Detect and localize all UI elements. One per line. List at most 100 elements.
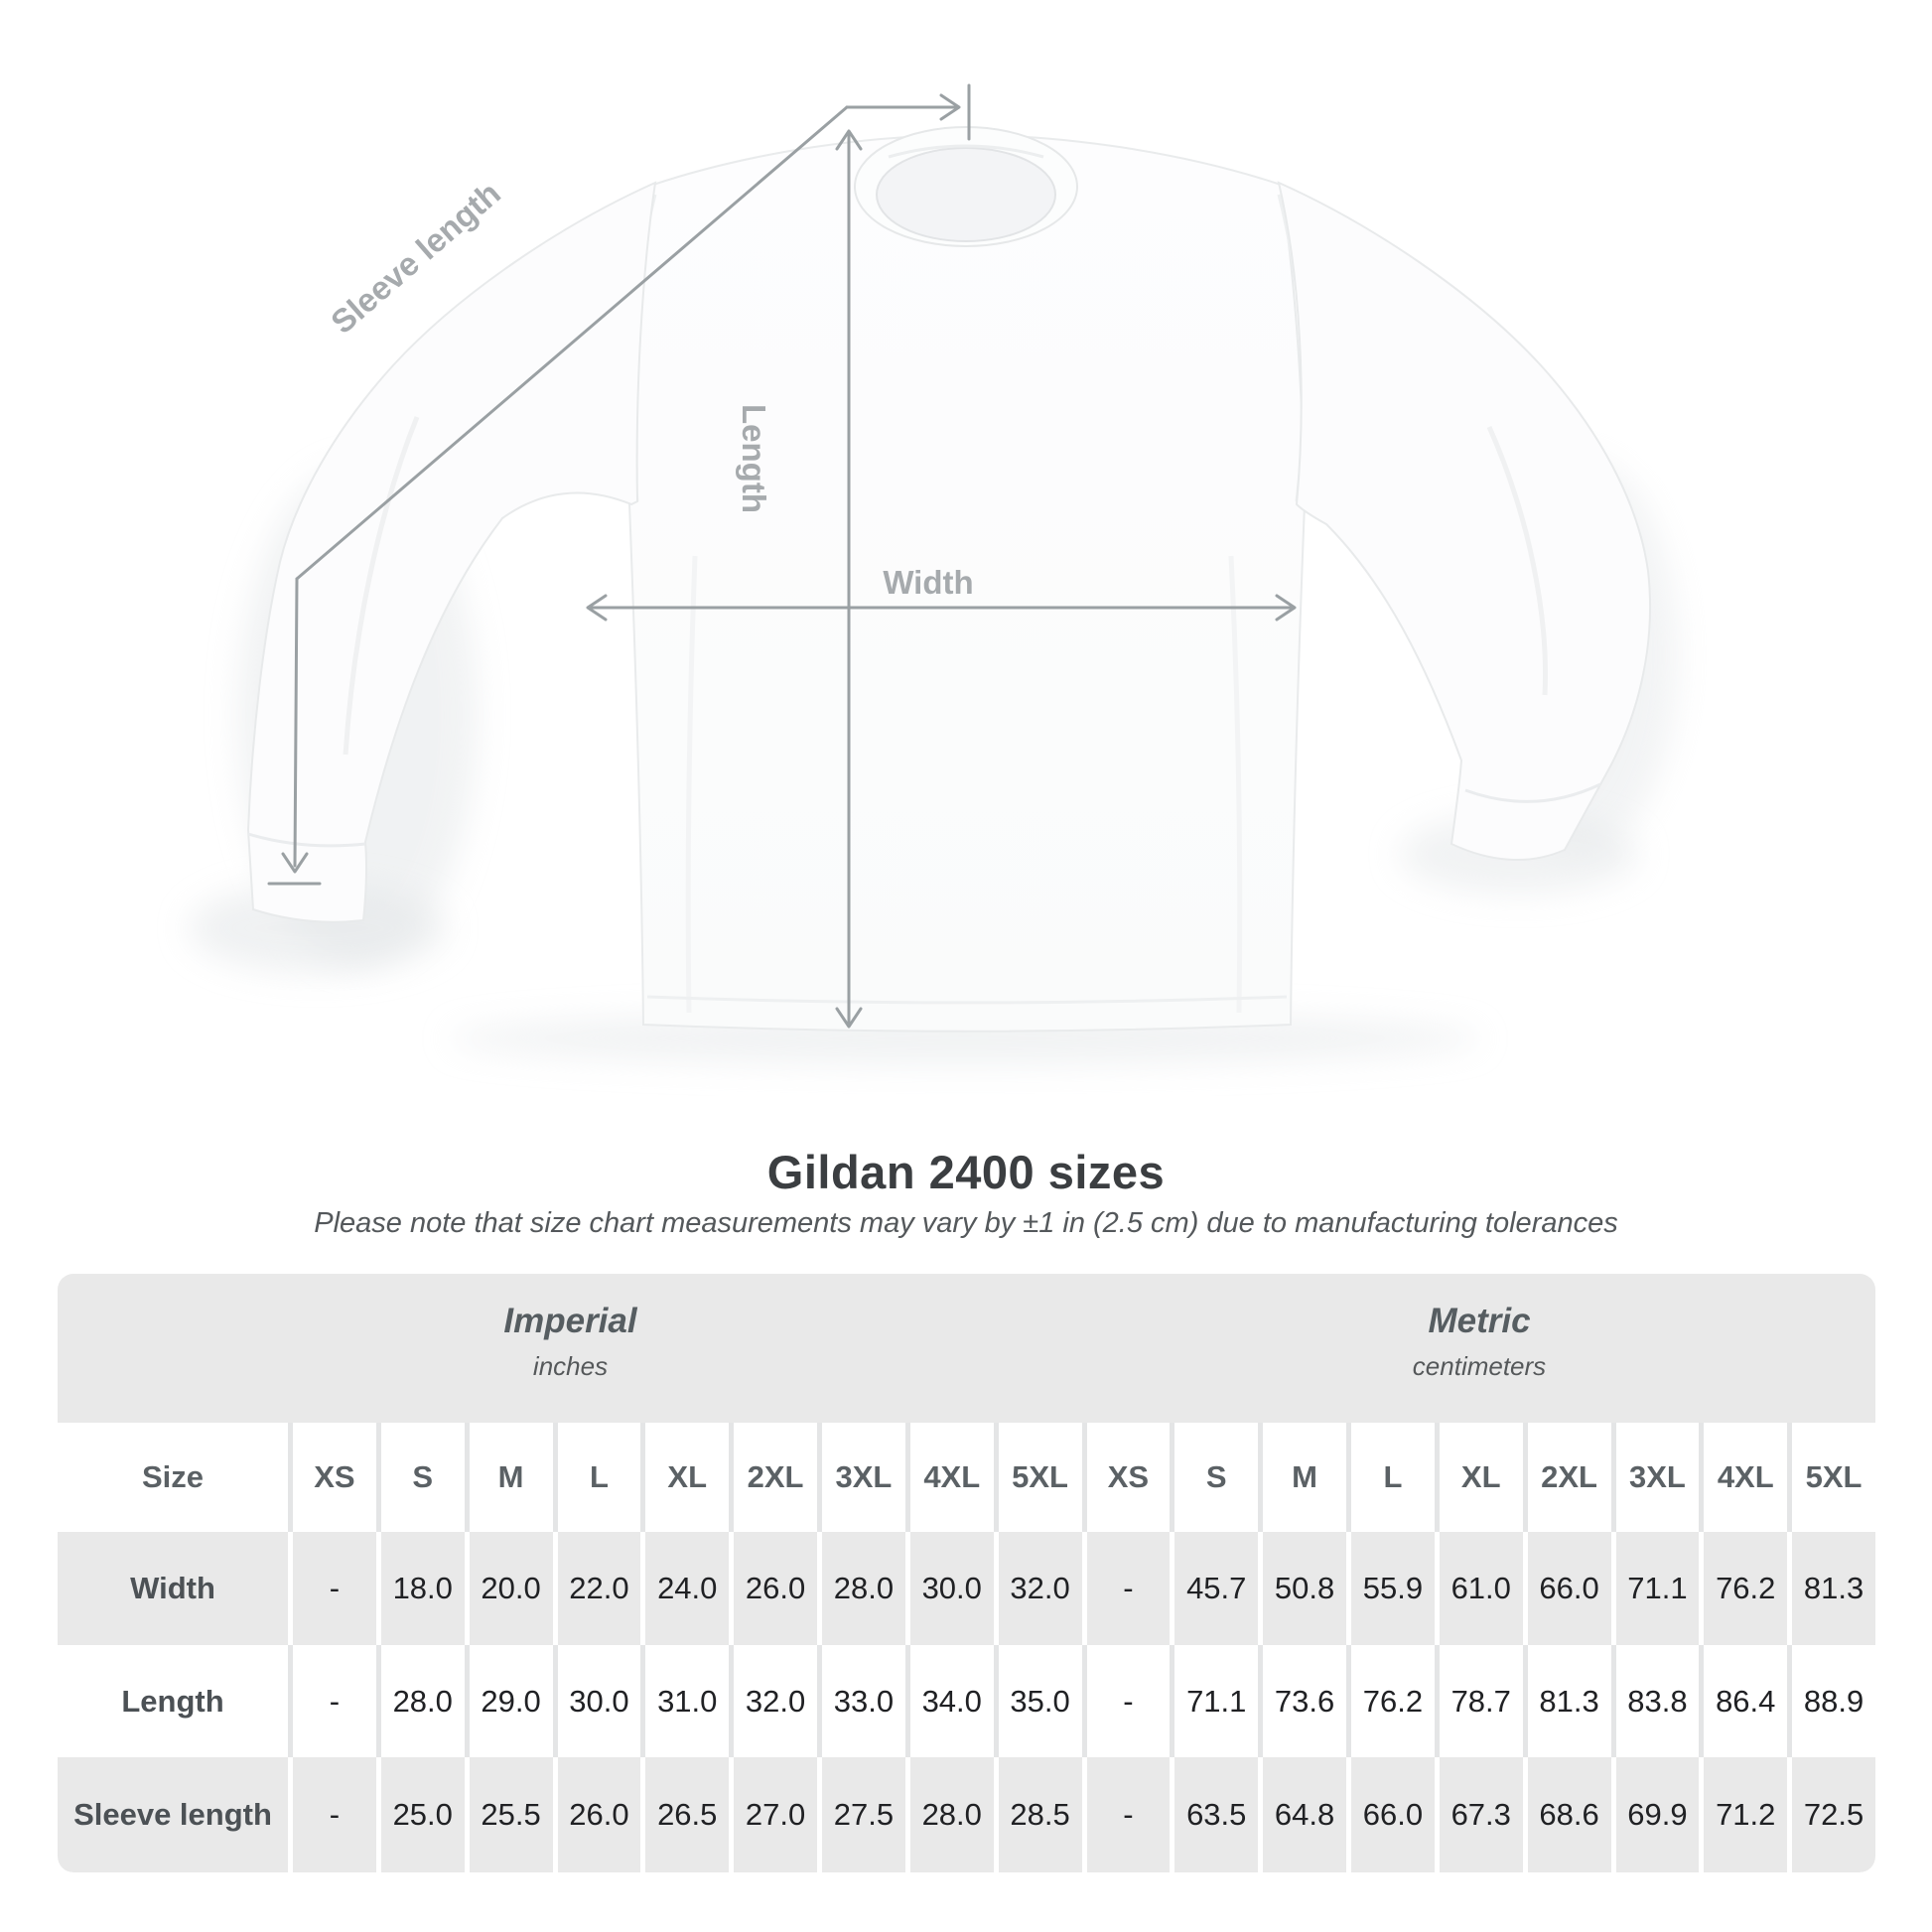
table-cell: 66.0 [1351, 1757, 1435, 1872]
shirt-body [627, 133, 1307, 1033]
table-cell: 71.1 [1174, 1645, 1259, 1757]
tolerance-note: Please note that size chart measurements… [314, 1207, 1618, 1239]
shirt-collar [854, 126, 1078, 247]
table-cell: 28.5 [998, 1757, 1082, 1872]
table-cell: - [1086, 1532, 1171, 1645]
dimension-lines [267, 83, 1297, 1029]
table-cell: 81.3 [1527, 1645, 1611, 1757]
table-header-row: Size XS S M L XL 2XL 3XL 4XL 5XL XS S M … [58, 1423, 1875, 1532]
metric-label: Metric [1428, 1302, 1531, 1340]
length-dimension [835, 129, 863, 1029]
table-cell: 30.0 [909, 1532, 994, 1645]
size-col-header: 3XL [1615, 1423, 1700, 1532]
shirt-fold-lines [646, 555, 1288, 1014]
table-cell: 86.4 [1704, 1645, 1788, 1757]
table-cell: 88.9 [1792, 1645, 1875, 1757]
table-cell: 27.0 [734, 1757, 817, 1872]
size-col-header: L [557, 1423, 641, 1532]
table-cell: 29.0 [469, 1645, 553, 1757]
size-col-header: 4XL [909, 1423, 994, 1532]
size-header-cell: Size [58, 1423, 288, 1532]
imperial-unit-label: inches [532, 1351, 609, 1381]
table-cell: - [1086, 1645, 1171, 1757]
width-dimension [586, 594, 1297, 621]
size-col-header: XL [645, 1423, 730, 1532]
size-col-header: 5XL [1792, 1423, 1875, 1532]
table-cell: 32.0 [734, 1645, 817, 1757]
metric-unit-group: Metric centimeters [1083, 1274, 1875, 1382]
row-label-sleeve-length: Sleeve length [58, 1757, 288, 1872]
table-cell: 67.3 [1439, 1757, 1523, 1872]
length-dimension-label: Length [736, 404, 772, 513]
shirt-measurement-diagram: Sleeve length Length Width [189, 83, 1678, 1064]
table-cell: 24.0 [645, 1532, 730, 1645]
table-row-width: Width - 18.0 20.0 22.0 24.0 26.0 28.0 30… [58, 1532, 1875, 1645]
table-cell: 32.0 [998, 1532, 1082, 1645]
table-cell: 26.0 [734, 1532, 817, 1645]
table-row-sleeve-length: Sleeve length - 25.0 25.5 26.0 26.5 27.0… [58, 1757, 1875, 1872]
table-cell: 26.5 [645, 1757, 730, 1872]
table-cell: 30.0 [557, 1645, 641, 1757]
table-cell: 81.3 [1792, 1532, 1875, 1645]
imperial-unit-group: Imperial inches [58, 1274, 1083, 1382]
table-cell: 25.0 [380, 1757, 465, 1872]
table-cell: 68.6 [1527, 1757, 1611, 1872]
page-title: Gildan 2400 sizes [766, 1146, 1166, 1198]
table-cell: 76.2 [1704, 1532, 1788, 1645]
table-cell: 35.0 [998, 1645, 1082, 1757]
table-cell: 45.7 [1174, 1532, 1259, 1645]
size-col-header: 5XL [998, 1423, 1082, 1532]
table-cell: 66.0 [1527, 1532, 1611, 1645]
size-col-header: S [380, 1423, 465, 1532]
table-cell: 28.0 [822, 1532, 905, 1645]
metric-unit-label: centimeters [1412, 1351, 1547, 1381]
size-col-header: M [469, 1423, 553, 1532]
table-cell: 20.0 [469, 1532, 553, 1645]
table-cell: 71.1 [1615, 1532, 1700, 1645]
size-col-header: M [1263, 1423, 1346, 1532]
table-cell: 25.5 [469, 1757, 553, 1872]
table-cell: 71.2 [1704, 1757, 1788, 1872]
table-cell: 26.0 [557, 1757, 641, 1872]
table-cell: - [1086, 1757, 1171, 1872]
sleeve-length-dimension [267, 83, 971, 886]
table-cell: 22.0 [557, 1532, 641, 1645]
table-cell: 55.9 [1351, 1532, 1435, 1645]
imperial-label: Imperial [503, 1302, 637, 1340]
table-cell: 50.8 [1263, 1532, 1346, 1645]
table-cell: - [293, 1645, 376, 1757]
size-col-header: L [1351, 1423, 1435, 1532]
width-dimension-label: Width [883, 564, 973, 601]
size-col-header: XL [1439, 1423, 1523, 1532]
size-col-header: 4XL [1704, 1423, 1788, 1532]
size-table: Imperial inches Metric centimeters Size … [58, 1274, 1875, 1872]
table-cell: 18.0 [380, 1532, 465, 1645]
table-cell: 31.0 [645, 1645, 730, 1757]
right-sleeve [1277, 181, 1651, 862]
table-cell: 28.0 [909, 1757, 994, 1872]
table-row-length: Length - 28.0 29.0 30.0 31.0 32.0 33.0 3… [58, 1645, 1875, 1757]
table-cell: 63.5 [1174, 1757, 1259, 1872]
table-cell: 69.9 [1615, 1757, 1700, 1872]
table-cell: 34.0 [909, 1645, 994, 1757]
table-cell: 33.0 [822, 1645, 905, 1757]
table-cell: 78.7 [1439, 1645, 1523, 1757]
table-cell: - [293, 1757, 376, 1872]
table-cell: 28.0 [380, 1645, 465, 1757]
size-col-header: XS [293, 1423, 376, 1532]
table-cell: 61.0 [1439, 1532, 1523, 1645]
table-cell: 76.2 [1351, 1645, 1435, 1757]
size-col-header: 3XL [822, 1423, 905, 1532]
row-label-width: Width [58, 1532, 288, 1645]
size-col-header: 2XL [734, 1423, 817, 1532]
unit-band: Imperial inches Metric centimeters [58, 1274, 1875, 1423]
left-sleeve [246, 181, 657, 923]
table-cell: 83.8 [1615, 1645, 1700, 1757]
table-cell: 73.6 [1263, 1645, 1346, 1757]
table-cell: - [293, 1532, 376, 1645]
size-col-header: 2XL [1527, 1423, 1611, 1532]
table-cell: 72.5 [1792, 1757, 1875, 1872]
row-label-length: Length [58, 1645, 288, 1757]
size-col-header: XS [1086, 1423, 1171, 1532]
